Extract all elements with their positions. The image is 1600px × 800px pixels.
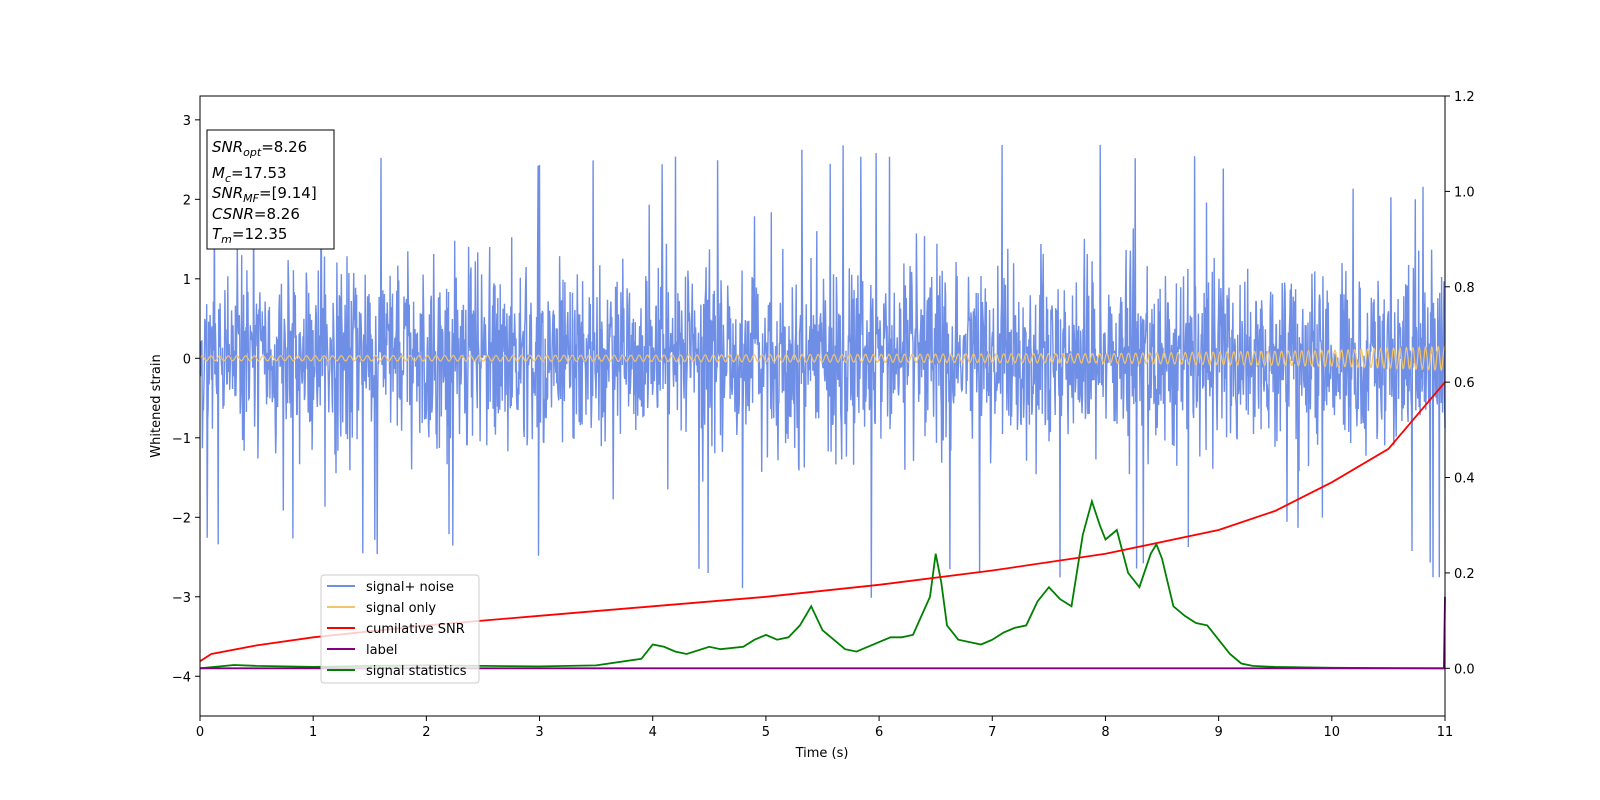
cumilative-snr-line <box>199 381 1446 662</box>
y-right-tick-label: 0.0 <box>1454 662 1475 677</box>
x-tick-label: 5 <box>762 725 770 740</box>
annotation-mc: Mc=17.53 <box>212 164 287 185</box>
x-axis-label: Time (s) <box>795 746 849 761</box>
y-right-tick-label: 0.4 <box>1454 472 1475 487</box>
legend-box <box>320 574 480 684</box>
y-tick-label: 0 <box>183 352 191 367</box>
legend-label: cumilative SNR <box>366 622 465 637</box>
plot-frame <box>199 95 1446 717</box>
annotation-csnr: CSNR=8.26 <box>212 205 300 223</box>
x-tick-label: 2 <box>422 725 430 740</box>
stats-annotation: SNRopt=8.26 Mc=17.53 SNRMF=[9.14] CSNR=8… <box>206 129 335 250</box>
x-tick-label: 11 <box>1437 725 1454 740</box>
y-tick-label: −4 <box>172 670 191 685</box>
x-tick-label: 9 <box>1214 725 1222 740</box>
x-tick-label: 1 <box>309 725 317 740</box>
y-tick-label: 2 <box>183 193 191 208</box>
series-signal-only <box>199 345 1446 372</box>
y-axis-left: 3 2 1 0 −1 −2 −3 −4 <box>172 114 200 685</box>
series-signal-noise <box>199 144 1446 598</box>
x-tick-label: 7 <box>988 725 996 740</box>
x-tick-label: 0 <box>196 725 204 740</box>
y-axis-right: 1.2 1.0 0.8 0.6 0.4 0.2 0.0 <box>1445 90 1475 677</box>
y-tick-label: −3 <box>172 591 191 606</box>
annotation-box <box>206 129 335 250</box>
series-signal-statistics <box>199 498 1446 670</box>
signal-only-line <box>199 345 1446 372</box>
series-cumilative-snr <box>199 381 1446 662</box>
y-right-tick-label: 0.2 <box>1454 567 1475 582</box>
y-axis-label: Whitened strain <box>149 354 164 457</box>
annotation-snr-mf: SNRMF=[9.14] <box>212 184 317 205</box>
y-right-tick-label: 0.8 <box>1454 281 1475 296</box>
y-right-tick-label: 0.6 <box>1454 376 1475 391</box>
x-tick-label: 6 <box>875 725 883 740</box>
x-tick-label: 8 <box>1101 725 1109 740</box>
x-tick-label: 10 <box>1324 725 1341 740</box>
x-tick-label: 4 <box>649 725 657 740</box>
legend-label: signal+ noise <box>366 580 454 595</box>
signal-noise-line <box>199 144 1446 598</box>
x-axis: 0 1 2 3 4 5 6 7 8 9 10 11 <box>196 716 1453 740</box>
annotation-snr-opt: SNRopt=8.26 <box>212 138 307 159</box>
signal-statistics-line <box>199 498 1446 670</box>
legend-label: label <box>366 643 397 658</box>
legend-label: signal statistics <box>366 664 467 679</box>
y-tick-label: 1 <box>183 273 191 288</box>
y-tick-label: 3 <box>183 114 191 129</box>
x-tick-label: 3 <box>535 725 543 740</box>
y-tick-label: −1 <box>172 432 191 447</box>
legend: signal+ noise signal only cumilative SNR la… <box>320 574 480 684</box>
legend-label: signal only <box>366 601 436 616</box>
y-right-tick-label: 1.0 <box>1454 185 1475 200</box>
y-tick-label: −2 <box>172 511 191 526</box>
y-right-tick-label: 1.2 <box>1454 90 1475 105</box>
annotation-tm: Tm=12.35 <box>212 225 287 246</box>
